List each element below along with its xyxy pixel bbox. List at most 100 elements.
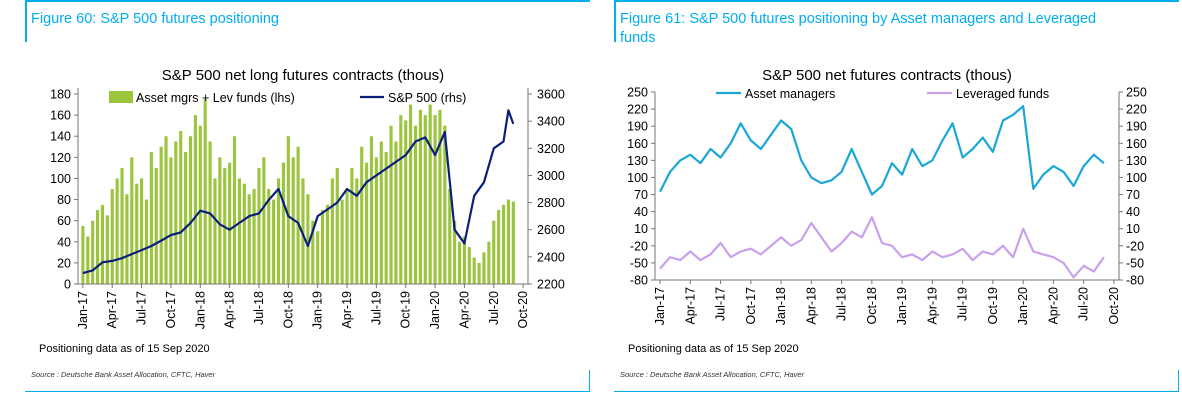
x-tick-label: Oct-20	[516, 291, 530, 329]
x-tick-label: Oct-19	[986, 287, 1000, 325]
bar	[203, 99, 207, 285]
bottom-right-rule	[589, 370, 590, 392]
y2-tick-label: 40	[1126, 205, 1140, 219]
y-tick-label: 130	[627, 154, 648, 168]
bar	[276, 178, 281, 284]
title-accent-rule	[25, 0, 27, 42]
source-note: Source : Deutsche Bank Asset Allocation,…	[31, 370, 216, 379]
bar	[247, 194, 251, 284]
x-tick-label: Jul-17	[135, 291, 149, 325]
bar	[379, 141, 383, 284]
legend-label-line: S&P 500 (rhs)	[388, 91, 466, 105]
bar	[423, 115, 427, 284]
chart-title: S&P 500 net futures contracts (thous)	[762, 67, 1012, 84]
y2-tick-label: 130	[1126, 154, 1147, 168]
bar	[355, 178, 359, 284]
x-tick-label: Oct-17	[744, 287, 758, 325]
title-accent-rule	[614, 0, 616, 42]
bar	[149, 152, 153, 284]
bar	[262, 157, 266, 284]
y-tick-label: 250	[627, 86, 648, 100]
y-tick-label: 160	[50, 109, 71, 123]
legend-label-asset: Asset managers	[745, 87, 835, 101]
x-tick-label: Oct-19	[399, 291, 413, 329]
chart-sp500-net-futures: S&P 500 net futures contracts (thous) -80…	[627, 67, 1147, 325]
x-tick-label: Apr-19	[340, 291, 354, 329]
y-tick-label: 20	[57, 256, 71, 270]
bar	[453, 220, 457, 284]
bar	[428, 104, 432, 284]
bar	[462, 236, 466, 284]
bar	[281, 162, 286, 284]
bar	[325, 204, 330, 284]
x-tick-label: Apr-17	[683, 287, 697, 325]
bar	[457, 241, 462, 284]
y2-tick-label: 250	[1126, 86, 1147, 100]
x-tick-label: Jan-18	[193, 291, 207, 329]
x-tick-label: Jul-17	[714, 287, 728, 321]
x-tick-label: Jul-20	[487, 291, 501, 325]
y-tick-label: 140	[50, 130, 71, 144]
figure-61-title-line1: Figure 61: S&P 500 futures positioning b…	[620, 11, 1097, 27]
y-tick-label: -50	[630, 256, 648, 270]
figure-61-title-line2: funds	[620, 30, 656, 46]
y-tick-label: 60	[57, 214, 71, 228]
sp500-line	[82, 109, 515, 275]
y2-tick-label: -80	[1126, 274, 1144, 288]
chart-sp500-net-long: S&P 500 net long futures contracts (thou…	[50, 67, 565, 329]
y2-tick-label: 100	[1126, 171, 1147, 185]
positioning-note: Positioning data as of 15 Sep 2020	[628, 343, 799, 355]
bar	[174, 141, 178, 284]
y-tick-label: 220	[627, 103, 648, 117]
y-tick-label: 100	[627, 171, 648, 185]
y-tick-label: 80	[57, 193, 71, 207]
bar	[86, 236, 90, 284]
bar	[213, 178, 217, 284]
bar	[301, 178, 305, 284]
figure-61-panel: Figure 61: S&P 500 futures positioning b…	[611, 0, 1179, 409]
bar	[492, 220, 496, 284]
bar	[374, 157, 378, 284]
bar	[120, 167, 124, 284]
x-tick-label: Apr-20	[1046, 287, 1060, 325]
bottom-right-rule	[1178, 370, 1179, 392]
y2-tick-label: 2200	[537, 278, 565, 292]
bar	[228, 162, 232, 284]
x-tick-label: Jul-19	[956, 287, 970, 321]
y2-tick-label: -20	[1126, 239, 1144, 253]
bar	[360, 146, 364, 284]
bar	[184, 152, 188, 284]
bar	[384, 152, 388, 284]
x-tick-label: Jan-18	[774, 287, 788, 325]
y2-tick-label: 70	[1126, 188, 1140, 202]
bar	[330, 178, 334, 284]
bar	[130, 157, 134, 284]
bar	[399, 115, 403, 284]
bar	[501, 204, 506, 284]
y-tick-label: 100	[50, 172, 71, 186]
x-tick-label: Jan-20	[428, 291, 442, 329]
y-tick-label: 180	[50, 88, 71, 102]
bar	[350, 167, 354, 284]
bar	[316, 231, 320, 284]
bar	[110, 189, 114, 284]
bar	[448, 189, 452, 284]
bar	[154, 167, 158, 284]
y-tick-label: 10	[634, 222, 648, 236]
chart-title: S&P 500 net long futures contracts (thou…	[162, 67, 444, 84]
bar	[198, 125, 202, 284]
x-tick-label: Jan-19	[311, 291, 325, 329]
bar	[193, 115, 197, 284]
bar	[237, 178, 241, 284]
bar	[252, 189, 256, 284]
x-tick-label: Oct-18	[865, 287, 879, 325]
y-tick-label: 40	[57, 235, 71, 249]
y2-tick-label: 160	[1126, 137, 1147, 151]
y2-tick-label: 2600	[537, 223, 565, 237]
bar	[409, 104, 413, 284]
x-tick-label: Oct-18	[281, 291, 295, 329]
bar	[511, 201, 515, 284]
bar	[477, 262, 481, 284]
bar	[394, 141, 398, 284]
bar	[135, 183, 139, 284]
